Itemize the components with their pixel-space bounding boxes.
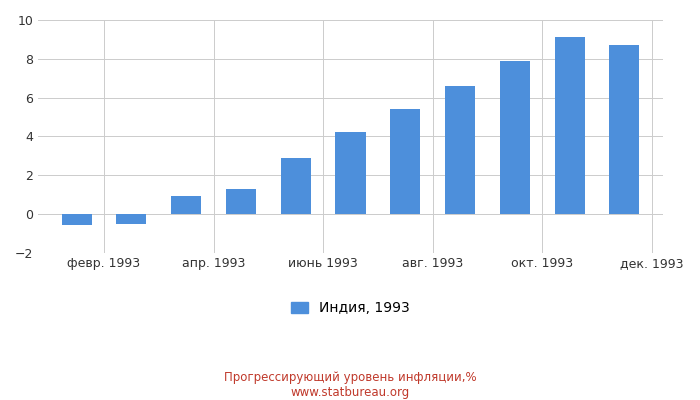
Bar	[62, 214, 92, 226]
Text: www.statbureau.org: www.statbureau.org	[290, 386, 410, 399]
Bar	[610, 45, 640, 214]
Bar	[445, 86, 475, 214]
Bar	[335, 132, 365, 214]
Bar	[226, 189, 256, 214]
Bar	[500, 61, 530, 214]
Bar	[281, 158, 311, 214]
Legend: Индия, 1993: Индия, 1993	[291, 302, 410, 316]
Bar	[390, 109, 421, 214]
Text: Прогрессирующий уровень инфляции,%: Прогрессирующий уровень инфляции,%	[224, 372, 476, 384]
Bar	[171, 196, 201, 214]
Bar	[116, 214, 146, 224]
Bar	[554, 38, 584, 214]
